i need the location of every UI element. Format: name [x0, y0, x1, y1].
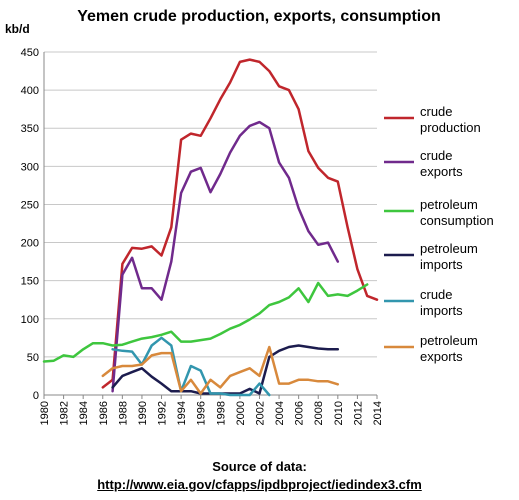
series-lines	[42, 58, 379, 397]
y-axis-label: kb/d	[5, 22, 30, 36]
y-tick-label: 50	[27, 352, 39, 364]
y-tick-label: 100	[21, 314, 39, 326]
legend-label-4: crude imports	[420, 287, 463, 318]
x-tick-label: 1996	[196, 401, 208, 425]
chart-canvas: Yemen crude production, exports, consump…	[5, 8, 494, 425]
y-tick-label: 150	[21, 276, 39, 288]
y-axis-ticks: 0 50 100 150 200 250 300 350 400 450	[21, 47, 39, 402]
source-url-row: http://www.eia.gov/cfapps/ipdbproject/ie…	[0, 477, 519, 492]
legend-label-2: petroleum consumption	[420, 197, 494, 228]
series-line-1	[111, 120, 340, 393]
source-url-link[interactable]: http://www.eia.gov/cfapps/ipdbproject/ie…	[97, 477, 422, 492]
legend: crude production crude exports petroleum cons…	[384, 104, 494, 364]
series-line-4	[111, 336, 271, 397]
x-tick-label: 1980	[39, 401, 51, 425]
x-tick-label: 2004	[274, 401, 286, 425]
gridlines	[43, 51, 377, 396]
chart-title: Yemen crude production, exports, consump…	[77, 8, 441, 25]
x-tick-label: 2014	[372, 401, 384, 425]
x-tick-label: 2010	[333, 401, 345, 425]
x-tick-label: 2012	[352, 401, 364, 425]
series-line-3	[111, 344, 340, 395]
y-tick-label: 250	[21, 199, 39, 211]
y-tick-label: 400	[21, 85, 39, 97]
legend-label-3: petroleum imports	[420, 241, 478, 272]
x-tick-label: 1992	[157, 401, 169, 425]
y-tick-label: 450	[21, 47, 39, 59]
x-tick-label: 2002	[254, 401, 266, 425]
y-tick-label: 200	[21, 238, 39, 250]
x-tick-label: 1994	[176, 401, 188, 425]
x-tick-label: 1984	[78, 401, 90, 425]
x-tick-label: 2006	[294, 401, 306, 425]
source-label: Source of data:	[212, 459, 307, 474]
x-tick-label: 1998	[215, 401, 227, 425]
legend-label-0: crude production	[420, 104, 481, 135]
x-tick-label: 2000	[235, 401, 247, 425]
x-tick-label: 1982	[59, 401, 71, 425]
series-line-0	[101, 58, 379, 389]
x-tick-label: 1990	[137, 401, 149, 425]
legend-label-1: crude exports	[420, 148, 463, 179]
y-tick-label: 350	[21, 123, 39, 135]
x-axis-ticks: 1980 1982 1984 1986 1988 1990 1992 1994 1996 1998…	[39, 395, 384, 425]
y-tick-label: 0	[33, 390, 39, 402]
y-tick-label: 300	[21, 161, 39, 173]
x-tick-label: 1986	[98, 401, 110, 425]
x-tick-label: 2008	[313, 401, 325, 425]
series-line-2	[42, 281, 369, 363]
legend-label-5: petroleum exports	[420, 333, 478, 364]
series-line-5	[101, 345, 340, 395]
x-tick-label: 1988	[117, 401, 129, 425]
